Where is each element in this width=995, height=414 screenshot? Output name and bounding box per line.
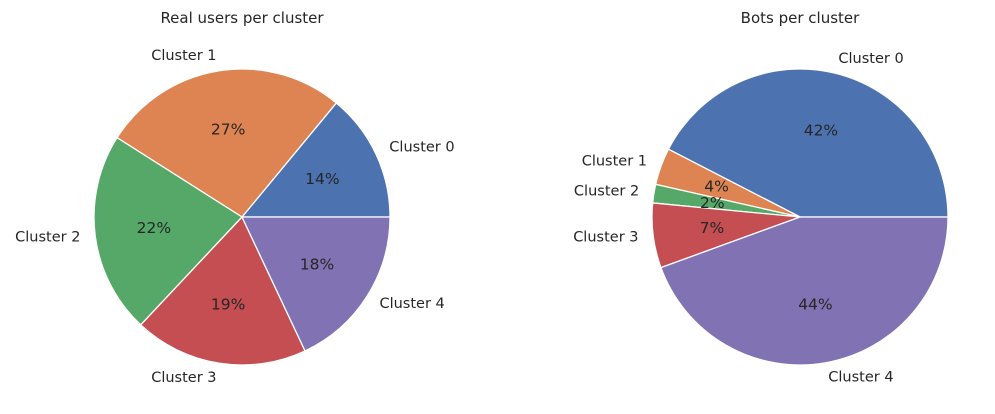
slice-percent-label: 2%: [700, 194, 725, 212]
slice-category-label: Cluster 4: [379, 296, 444, 312]
slice-category-label: Cluster 1: [151, 48, 216, 64]
slice-percent-label: 44%: [798, 295, 832, 313]
pie-slices: [93, 68, 391, 366]
slice-percent-label: 22%: [137, 219, 171, 237]
pie-slice-cluster-4: [660, 216, 949, 366]
slice-percent-label: 4%: [704, 178, 729, 196]
slice-category-label: Cluster 3: [573, 230, 638, 246]
pie-slice-cluster-2: [93, 137, 243, 326]
pie-slice-cluster-1: [116, 68, 337, 218]
slice-percent-label: 19%: [211, 296, 245, 314]
slice-category-label: Cluster 3: [151, 370, 216, 386]
slice-category-label: Cluster 0: [389, 140, 454, 156]
slice-percent-label: 14%: [305, 170, 339, 188]
slice-percent-label: 18%: [300, 256, 334, 274]
slice-category-label: Cluster 1: [582, 153, 647, 169]
slice-percent-label: 27%: [211, 120, 245, 138]
slice-category-label: Cluster 4: [828, 369, 893, 385]
slice-category-label: Cluster 0: [838, 51, 903, 67]
slice-category-label: Cluster 2: [15, 229, 80, 245]
pie-slices: [651, 68, 949, 366]
pie-chart-bots: Bots per cluster 42% Cluster 0 4% Cluster 1…: [573, 9, 949, 386]
pie-slice-cluster-3: [140, 216, 306, 366]
slice-category-label: Cluster 2: [574, 183, 639, 199]
pie-slice-cluster-0: [667, 68, 949, 218]
pie-labels: 42% Cluster 0 4% Cluster 1 2% Cluster 2 7% Clus…: [573, 51, 903, 386]
chart-title: Bots per cluster: [741, 9, 860, 27]
pie-slice-cluster-4: [241, 216, 391, 352]
pie-labels: 14% Cluster 0 27% Cluster 1 22% Cluster 2 19% C…: [15, 48, 454, 386]
pie-chart-real-users: Real users per cluster 14% Cluster 0 27% Cl…: [15, 9, 454, 386]
chart-title: Real users per cluster: [160, 9, 324, 27]
pie-slice-cluster-0: [241, 102, 391, 218]
slice-percent-label: 7%: [700, 219, 725, 237]
slice-percent-label: 42%: [804, 122, 838, 140]
